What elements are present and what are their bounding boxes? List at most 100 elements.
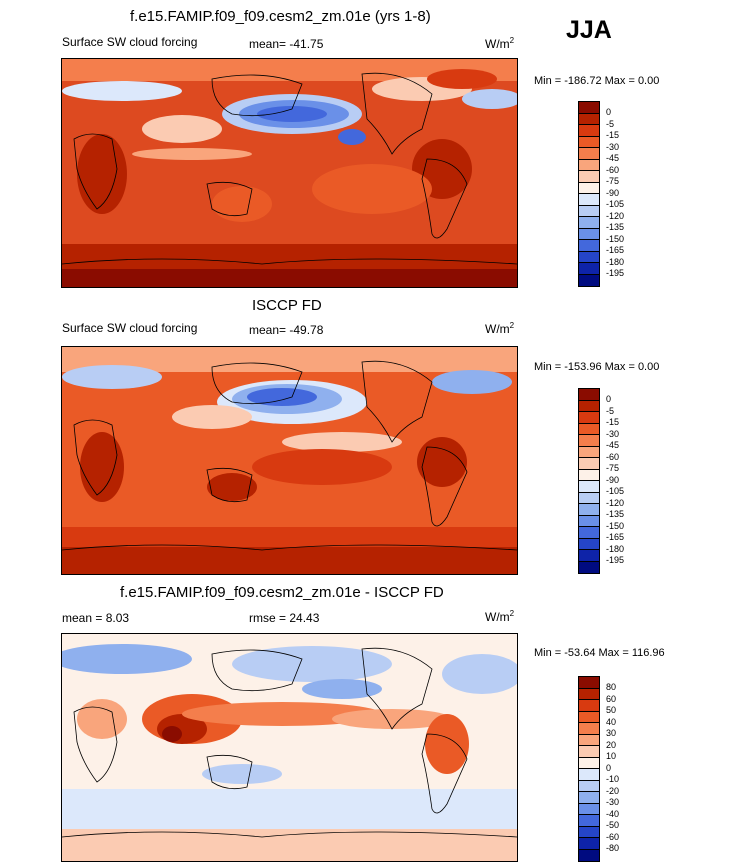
colorbar-swatch [579,734,599,746]
colorbar-tick: 40 [606,716,617,727]
panel-1-units: W/m2 [485,36,515,51]
colorbar-swatch [579,769,599,781]
colorbar-tick: -105 [606,486,625,496]
panel-3-map [61,633,518,862]
colorbar-swatch [579,423,599,435]
colorbar-swatch [579,412,599,424]
colorbar-swatch [579,780,599,792]
panel-3-stat-label: rmse = 24.43 [249,611,320,625]
colorbar-tick: -60 [606,451,620,462]
colorbar-tick: -120 [606,497,625,508]
panel-3-minmax: Min = -53.64 Max = 116.96 [534,647,665,659]
colorbar-swatch [579,446,599,458]
colorbar-swatch [579,826,599,838]
colorbar-tick: -105 [606,199,625,209]
panel-2-minmax: Min = -153.96 Max = 0.00 [534,361,660,373]
colorbar-tick: -75 [606,463,620,473]
colorbar-tick: -150 [606,520,625,531]
colorbar-swatch [579,723,599,735]
season-label: JJA [566,16,612,44]
panel-1-stat-label: mean= -41.75 [249,37,324,51]
colorbar-swatch [579,205,599,217]
panel-2-map [61,346,518,575]
panel-3-title: f.e15.FAMIP.f09_f09.cesm2_zm.01e - ISCCP… [120,584,444,601]
colorbar-swatch [579,838,599,850]
panel-2-stat-label: mean= -49.78 [249,323,324,337]
colorbar-swatch [579,481,599,493]
colorbar-swatch [579,148,599,160]
colorbar-tick: -180 [606,543,625,554]
panel-1-title: f.e15.FAMIP.f09_f09.cesm2_zm.01e (yrs 1-… [130,8,431,25]
colorbar-tick: -90 [606,474,620,485]
colorbar-swatch [579,194,599,206]
colorbar-swatch [579,504,599,516]
panel-3-units: W/m2 [485,609,515,624]
colorbar-swatch [579,677,599,689]
panel-2-units: W/m2 [485,321,515,336]
colorbar-swatch [579,263,599,275]
colorbar-swatch [579,849,599,861]
colorbar-tick: -60 [606,831,620,842]
colorbar-swatch [579,792,599,804]
panel-3-map-field [62,634,517,861]
panel-2-title: ISCCP FD [252,297,322,314]
colorbar-swatch [579,435,599,447]
colorbar-swatch [579,746,599,758]
colorbar-swatch [579,182,599,194]
colorbar-tick: -150 [606,233,625,244]
colorbar-tick: -135 [606,509,625,519]
colorbar-tick: 10 [606,751,617,761]
panel-1-left-label: Surface SW cloud forcing [62,35,198,49]
colorbar-tick: -60 [606,164,620,175]
colorbar-tick: -15 [606,417,620,427]
panel-1-map-field [62,59,517,287]
colorbar-tick: 50 [606,705,617,715]
colorbar-swatch [579,700,599,712]
colorbar-swatch [579,125,599,137]
colorbar-tick: -135 [606,222,625,232]
colorbar-tick: -165 [606,245,625,255]
colorbar-tick: 60 [606,693,617,704]
colorbar-swatch [579,815,599,827]
colorbar-swatch [579,803,599,815]
colorbar-swatch [579,538,599,550]
colorbar-swatch [579,136,599,148]
colorbar-tick: 20 [606,739,617,750]
colorbar-tick: -75 [606,176,620,186]
colorbar-tick: -15 [606,130,620,140]
panel-3-colorbar [578,676,600,862]
colorbar-tick: -120 [606,210,625,221]
colorbar-tick: -50 [606,820,620,830]
colorbar-swatch [579,458,599,470]
colorbar-tick: -165 [606,532,625,542]
panel-2-colorbar [578,388,600,574]
colorbar-tick: -30 [606,428,620,439]
colorbar-tick: -40 [606,808,620,819]
colorbar-tick: -30 [606,797,620,807]
colorbar-swatch [579,113,599,125]
colorbar-swatch [579,240,599,252]
colorbar-swatch [579,102,599,114]
colorbar-swatch [579,228,599,240]
colorbar-tick: 0 [606,762,612,773]
panel-2-map-field [62,347,517,574]
colorbar-tick: 0 [606,394,612,404]
colorbar-swatch [579,400,599,412]
colorbar-swatch [579,527,599,539]
colorbar-tick: -45 [606,153,620,163]
colorbar-swatch [579,251,599,263]
colorbar-swatch [579,159,599,171]
colorbar-swatch [579,217,599,229]
colorbar-tick: -80 [606,843,620,853]
colorbar-tick: 0 [606,107,612,117]
colorbar-swatch [579,757,599,769]
panel-1-map [61,58,518,288]
colorbar-tick: -10 [606,774,620,784]
colorbar-tick: -195 [606,555,625,565]
panel-1-colorbar [578,101,600,287]
colorbar-swatch [579,492,599,504]
colorbar-swatch [579,469,599,481]
colorbar-tick: -195 [606,268,625,278]
colorbar-tick: -5 [606,405,615,416]
colorbar-tick: -20 [606,785,620,796]
